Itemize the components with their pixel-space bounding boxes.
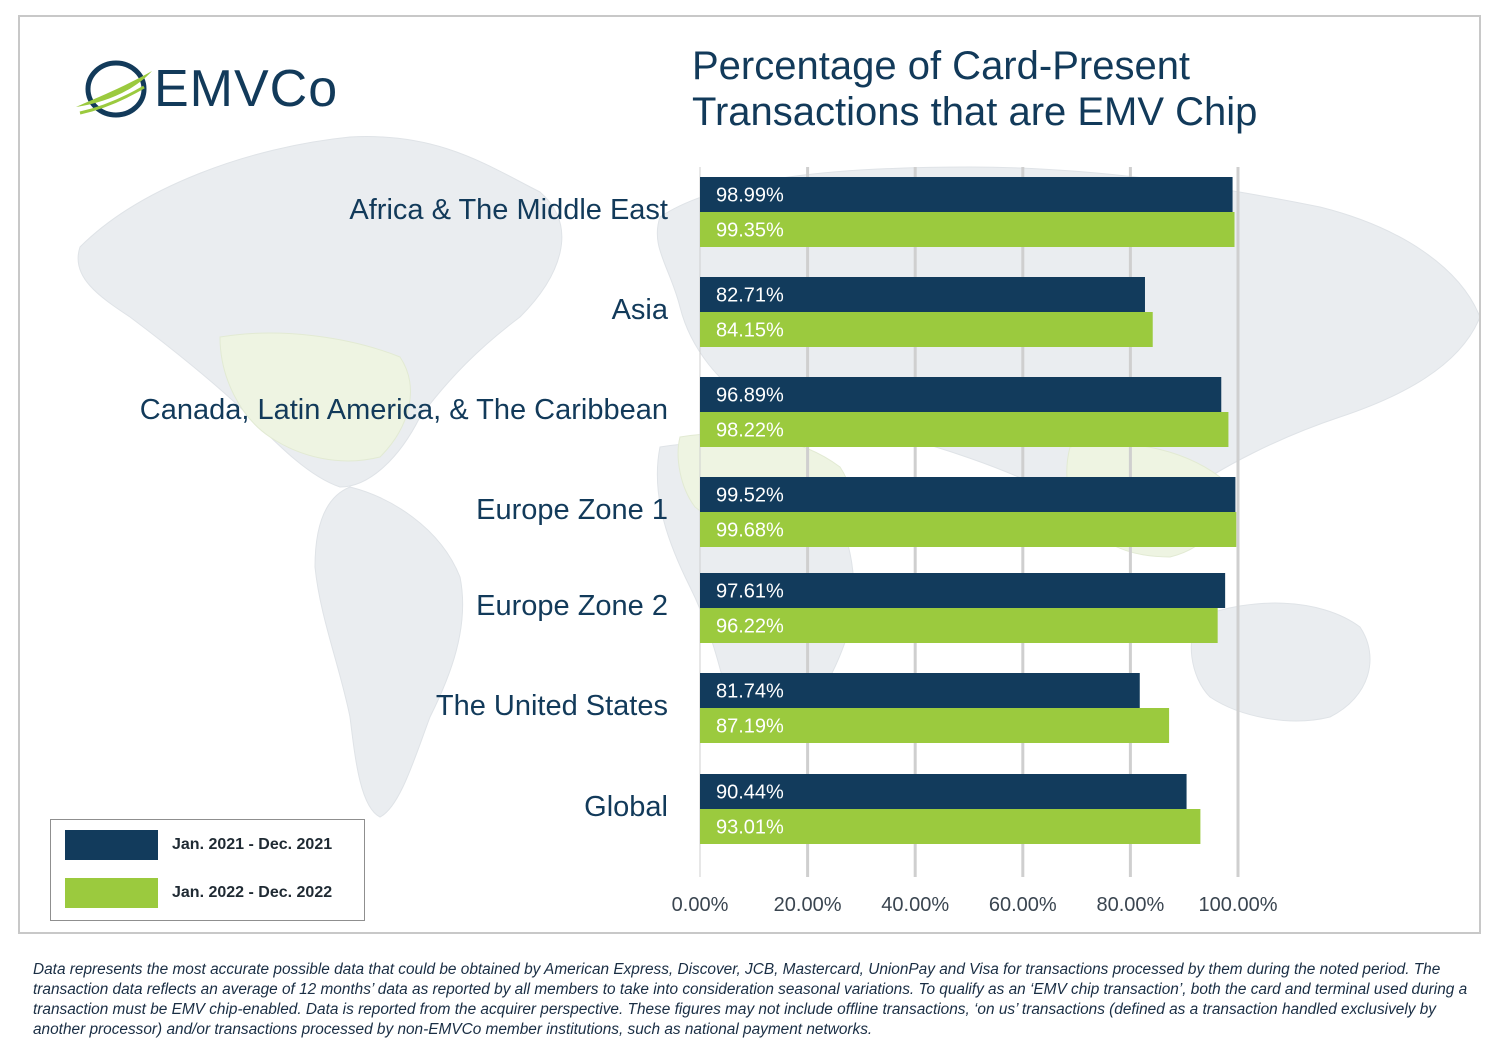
bar-2021 [700,277,1145,312]
emvco-logo: EMVCo [74,57,394,127]
data-label-2022: 96.22% [716,616,784,638]
x-tick-label: 0.00% [672,894,729,916]
chart-title-line-2: Transactions that are EMV Chip [692,90,1258,134]
logo-text: EMVCo [154,60,339,118]
data-label-2021: 99.52% [716,485,784,507]
bar-2022 [700,212,1235,247]
data-label-2022: 93.01% [716,817,784,839]
data-label-2021: 97.61% [716,581,784,603]
x-tick-label: 80.00% [1096,894,1164,916]
data-label-2021: 98.99% [716,185,784,207]
bar-chart: 0.00% 20.00% 40.00% 60.00% 80.00% 100.00% Afri… [140,167,1278,916]
bar-2022 [700,312,1153,347]
data-label-2021: 82.71% [716,285,784,307]
legend-label-2021: Jan. 2021 - Dec. 2021 [172,836,333,853]
bar-2022 [700,608,1218,643]
x-tick-label: 40.00% [881,894,949,916]
category-label: Global [584,791,668,823]
category-label: Europe Zone 2 [476,590,668,622]
bar-2021 [700,377,1222,412]
legend-label-2022: Jan. 2022 - Dec. 2022 [172,884,333,901]
data-label-2021: 96.89% [716,385,784,407]
bar-2021 [700,177,1233,212]
chart-title-line-1: Percentage of Card-Present [692,44,1191,88]
category-label: Asia [612,294,669,326]
data-label-2022: 99.35% [716,220,784,242]
infographic-frame: EMVCo Percentage of Card-Present Transac… [18,15,1481,934]
bar-2021 [700,477,1236,512]
legend-swatch-2022 [65,878,158,908]
data-label-2022: 87.19% [716,716,784,738]
chart-title: Percentage of Card-Present Transactions … [692,43,1452,135]
bar-2022 [700,512,1237,547]
category-label: The United States [436,690,668,722]
legend-item-2021: Jan. 2021 - Dec. 2021 [65,830,332,860]
bar-2022 [700,708,1170,743]
category-label: Africa & The Middle East [349,194,668,226]
legend-swatch-2021 [65,830,158,860]
data-label-2022: 84.15% [716,320,784,342]
x-tick-label: 100.00% [1199,894,1278,916]
bar-2021 [700,774,1187,809]
bar-2022 [700,809,1201,844]
chart-legend: Jan. 2021 - Dec. 2021 Jan. 2022 - Dec. 2… [50,819,365,921]
category-label: Canada, Latin America, & The Caribbean [140,394,668,426]
bar-2021 [700,573,1226,608]
data-label-2021: 81.74% [716,681,784,703]
category-label: Europe Zone 1 [476,494,668,526]
data-label-2022: 98.22% [716,420,784,442]
bar-2022 [700,412,1229,447]
emvco-swoosh-icon [76,60,152,118]
data-label-2021: 90.44% [716,782,784,804]
bar-2021 [700,673,1140,708]
footnote: Data represents the most accurate possib… [33,961,1468,1038]
legend-item-2022: Jan. 2022 - Dec. 2022 [65,878,332,908]
x-tick-label: 20.00% [774,894,842,916]
data-label-2022: 99.68% [716,520,784,542]
x-tick-label: 60.00% [989,894,1057,916]
